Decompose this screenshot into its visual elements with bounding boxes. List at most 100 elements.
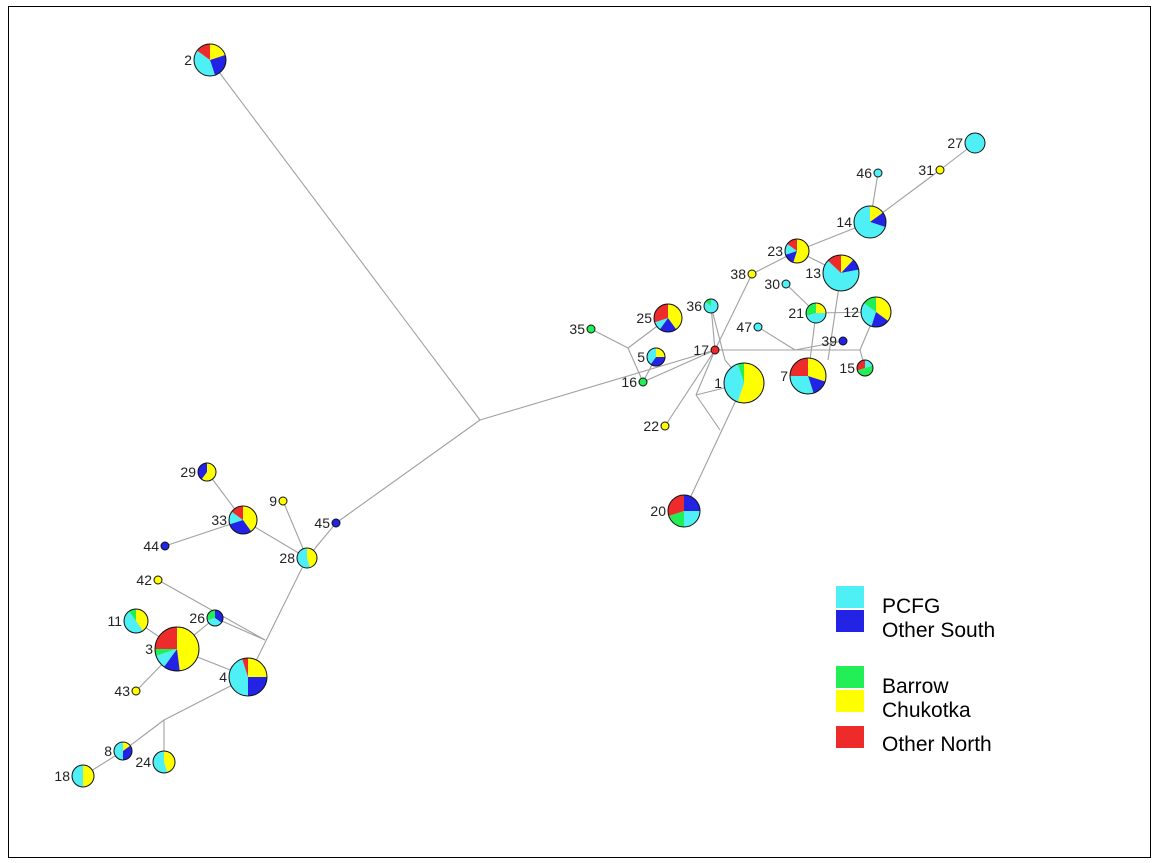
node-outline <box>873 168 883 178</box>
haplotype-node-23 <box>784 238 810 264</box>
node-outline <box>964 132 986 154</box>
node-label-36: 36 <box>686 298 702 314</box>
pie-slice <box>863 297 876 312</box>
node-outline <box>152 750 176 774</box>
node-outline <box>723 362 765 404</box>
haplotype-node-2 <box>193 43 227 77</box>
pie-slice <box>737 363 765 403</box>
haplotype-node-17 <box>710 345 720 355</box>
pie-slice <box>242 658 248 677</box>
pie-slice <box>668 495 684 516</box>
pie-slice <box>229 511 243 525</box>
pie-slice <box>114 742 123 760</box>
pie-slice <box>808 358 826 382</box>
node-label-45: 45 <box>314 515 330 531</box>
node-label-7: 7 <box>780 368 788 384</box>
pie-slice <box>297 548 311 568</box>
pie-slice <box>207 618 222 626</box>
node-label-20: 20 <box>650 503 666 519</box>
legend-label-other-north: Other North <box>882 733 992 756</box>
node-label-13: 13 <box>805 265 821 281</box>
pie-slice <box>870 206 883 222</box>
network-edge <box>247 557 308 678</box>
node-label-8: 8 <box>104 743 112 759</box>
pie-slice <box>210 44 226 60</box>
pie-slice <box>790 376 814 395</box>
network-edge <box>757 326 796 351</box>
pie-slice <box>161 542 169 550</box>
haplotype-node-15 <box>856 359 874 377</box>
network-edge <box>683 382 745 512</box>
node-label-23: 23 <box>767 243 783 259</box>
pie-slice <box>654 318 668 330</box>
pie-slice <box>737 363 744 383</box>
node-outline <box>193 43 227 77</box>
legend-item-other-south: Other South <box>836 610 995 644</box>
node-outline <box>331 518 341 528</box>
legend-label-barrow: Barrow <box>882 675 949 698</box>
pie-slice <box>668 511 684 527</box>
node-outline <box>278 496 288 506</box>
network-nodes <box>71 43 986 788</box>
node-outline <box>838 336 848 346</box>
node-outline <box>935 165 945 175</box>
pie-slice <box>806 303 816 317</box>
pie-slice <box>654 304 668 323</box>
pie-slice <box>243 506 257 532</box>
pie-slice <box>207 610 215 621</box>
haplotype-node-24 <box>152 750 176 774</box>
haplotype-node-39 <box>838 336 848 346</box>
pie-slice <box>865 360 873 368</box>
legend-item-pcfg: PCFG <box>836 586 940 620</box>
haplotype-node-4 <box>228 657 268 697</box>
pie-slice <box>871 312 889 327</box>
pie-slice <box>870 212 887 227</box>
pie-slice <box>724 363 744 403</box>
pie-slice <box>248 677 267 696</box>
node-label-26: 26 <box>189 610 205 626</box>
legend-item-other-north: Other North <box>836 726 992 758</box>
haplotype-node-8 <box>113 741 133 761</box>
node-outline <box>747 269 757 279</box>
haplotype-node-27 <box>964 132 986 154</box>
haplotype-node-36 <box>703 298 719 314</box>
legend-item-barrow: Barrow <box>836 666 949 700</box>
haplotype-node-13 <box>822 254 860 292</box>
haplotype-node-46 <box>873 168 883 178</box>
node-label-24: 24 <box>135 754 151 770</box>
haplotype-node-26 <box>206 609 224 627</box>
haplotype-node-44 <box>160 541 170 551</box>
node-outline <box>781 279 791 289</box>
pie-slice <box>248 658 267 677</box>
node-label-11: 11 <box>107 613 122 629</box>
legend-item-chukotka: Chukotka <box>836 690 971 724</box>
haplotype-node-1 <box>723 362 765 404</box>
haplotype-node-16 <box>638 377 648 387</box>
haplotype-node-12 <box>860 296 892 328</box>
node-outline <box>638 377 648 387</box>
pie-slice <box>587 325 595 333</box>
node-outline <box>153 575 163 585</box>
node-label-35: 35 <box>569 321 585 337</box>
pie-slice <box>177 627 200 671</box>
node-outline <box>856 359 874 377</box>
node-outline <box>296 547 318 569</box>
pie-slice <box>154 576 162 584</box>
pie-slice <box>854 206 886 238</box>
network-edge <box>157 579 266 641</box>
pie-slice <box>659 318 677 333</box>
node-outline <box>123 608 149 634</box>
haplotype-node-38 <box>747 269 757 279</box>
node-label-1: 1 <box>714 375 722 391</box>
network-edge <box>335 419 481 524</box>
node-label-4: 4 <box>219 669 227 685</box>
pie-slice <box>197 44 210 60</box>
pie-slice <box>639 378 647 386</box>
pie-slice <box>194 50 215 76</box>
network-edge <box>590 328 629 349</box>
haplotype-node-47 <box>753 322 763 332</box>
pie-slice <box>841 259 859 273</box>
legend-swatch-barrow <box>836 666 864 688</box>
pie-slice <box>228 658 248 696</box>
node-outline <box>703 298 719 314</box>
